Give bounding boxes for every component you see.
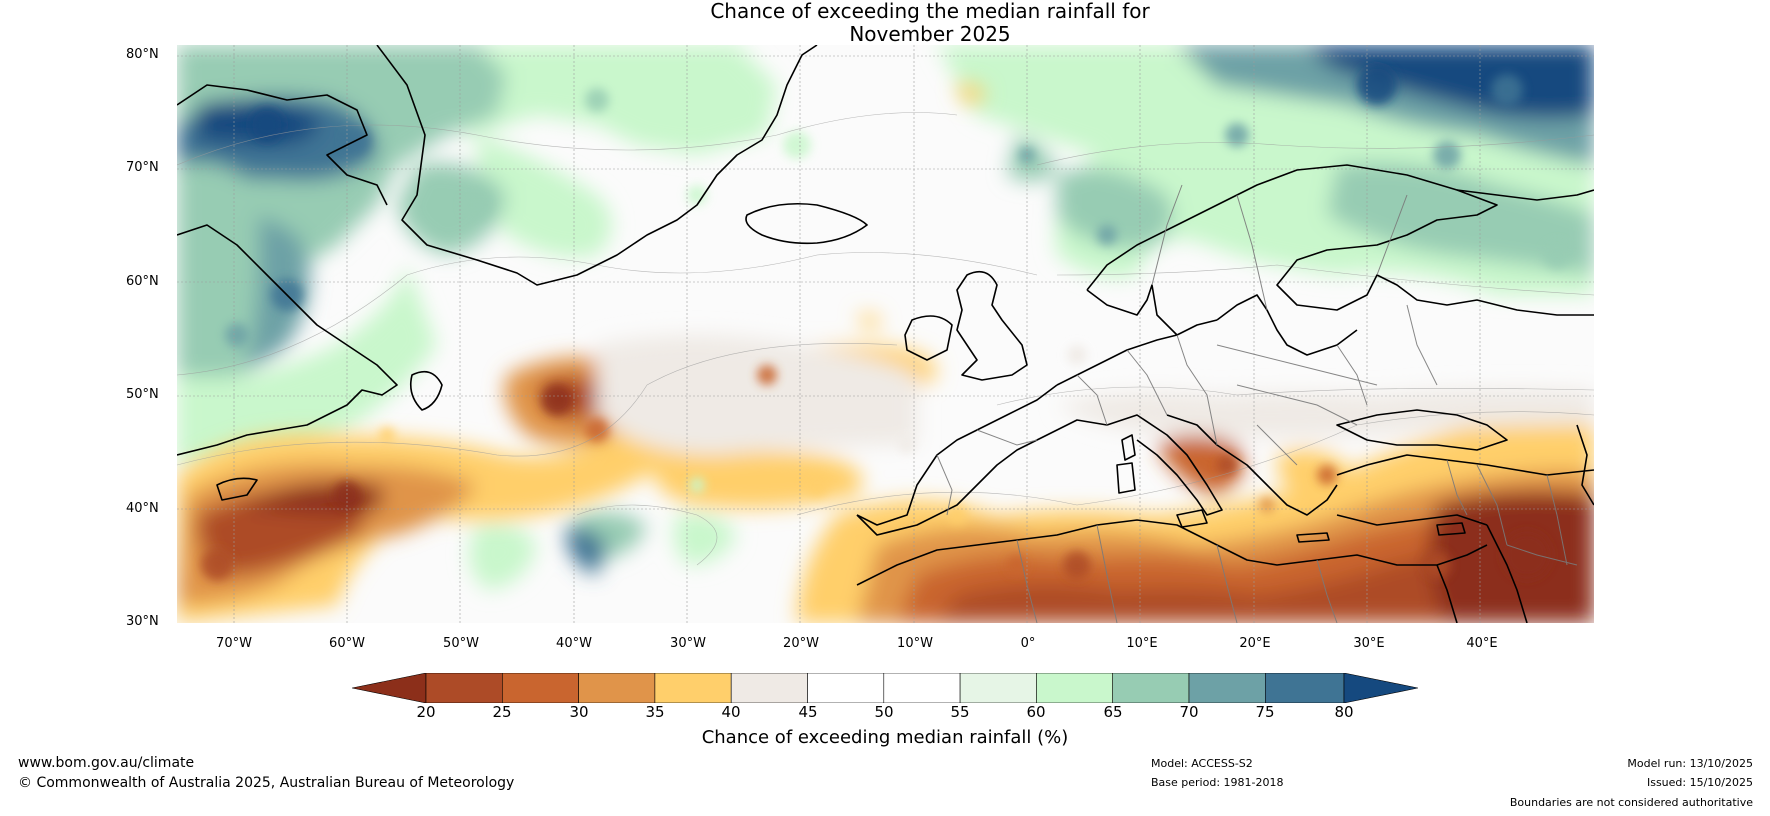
- lon-label-20e: 20°E: [1239, 636, 1271, 651]
- colorbar-label: Chance of exceeding median rainfall (%): [701, 727, 1069, 748]
- coast-iberia-south: [856, 419, 1108, 536]
- coast-balkans: [1166, 414, 1338, 516]
- country-borders: [936, 184, 1578, 623]
- colorbar-tick: 55: [950, 703, 970, 721]
- coast-north-africa: [856, 519, 1488, 586]
- colorbar-tick: 30: [569, 703, 589, 721]
- coast-crete: [1296, 532, 1330, 543]
- lon-label-70w: 70°W: [216, 636, 252, 651]
- footer-model-run: Model run: 13/10/2025: [1627, 757, 1753, 770]
- colorbar-swatch: [1036, 673, 1114, 703]
- colorbar-tick: 35: [645, 703, 665, 721]
- map-title-line-1: Chance of exceeding the median rainfall …: [710, 0, 1150, 23]
- colorbar-swatch: [654, 673, 732, 703]
- colorbar-extend-low: [352, 673, 427, 703]
- colorbar-swatch: [959, 673, 1037, 703]
- contour-lines: [177, 112, 1594, 566]
- coast-russia-arctic: [1456, 189, 1594, 201]
- lon-label-0: 0°: [1020, 636, 1036, 651]
- coast-scandinavia: [1086, 164, 1594, 316]
- colorbar-swatch: [578, 673, 656, 703]
- colorbar-swatch: [502, 673, 579, 703]
- lon-label-40e: 40°E: [1466, 636, 1498, 651]
- coast-greenland: [376, 45, 818, 286]
- colorbar: [352, 673, 1418, 703]
- coast-italy: [1106, 414, 1223, 516]
- coast-black-sea: [1336, 409, 1508, 451]
- lon-label-30w: 30°W: [670, 636, 706, 651]
- footer-base-period: Base period: 1981-2018: [1151, 776, 1284, 789]
- coast-france-iberia: [856, 384, 1058, 526]
- colorbar-tick: 40: [721, 703, 741, 721]
- colorbar-tick: 65: [1103, 703, 1123, 721]
- lon-label-10e: 10°E: [1126, 636, 1158, 651]
- colorbar-tick: 60: [1026, 703, 1046, 721]
- wet-anomaly-field: [177, 45, 1594, 590]
- lon-label-60w: 60°W: [329, 636, 365, 651]
- colorbar-swatch: [883, 673, 961, 703]
- colorbar-swatch: [807, 673, 885, 703]
- footer-website: www.bom.gov.au/climate: [18, 755, 195, 771]
- lon-label-10w: 10°W: [897, 636, 933, 651]
- lat-label-60n: 60°N: [126, 274, 159, 289]
- colorbar-swatch: [425, 673, 503, 703]
- lon-label-50w: 50°W: [443, 636, 479, 651]
- coast-great-britain: [956, 270, 1028, 381]
- colorbar-tick: 20: [416, 703, 436, 721]
- coast-sicily: [1176, 509, 1208, 528]
- lon-label-20w: 20°W: [783, 636, 819, 651]
- footer-issued: Issued: 15/10/2025: [1646, 776, 1753, 789]
- colorbar-extend-high: [1343, 673, 1418, 703]
- coast-newfoundland: [409, 370, 443, 411]
- lat-label-30n: 30°N: [126, 614, 159, 629]
- lon-label-40w: 40°W: [556, 636, 592, 651]
- colorbar-tick: 70: [1179, 703, 1199, 721]
- coast-levant: [1486, 524, 1528, 623]
- footer-copyright: © Commonwealth of Australia 2025, Austra…: [18, 775, 515, 791]
- colorbar-tick: 50: [874, 703, 894, 721]
- colorbar-tick: 45: [798, 703, 818, 721]
- rainfall-probability-map: [177, 45, 1594, 623]
- colorbar-tick: 80: [1334, 703, 1354, 721]
- lat-label-40n: 40°N: [126, 501, 159, 516]
- colorbar-swatch: [730, 673, 808, 703]
- lon-label-30e: 30°E: [1353, 636, 1385, 651]
- coast-ireland: [904, 315, 953, 361]
- colorbar-swatch: [1188, 673, 1266, 703]
- coast-cyprus: [1436, 522, 1466, 536]
- coast-red-sea: [1436, 564, 1458, 623]
- coast-turkey-south: [1336, 514, 1488, 526]
- footer-model: Model: ACCESS-S2: [1151, 757, 1253, 770]
- coast-baffin: [177, 84, 388, 206]
- colorbar-tick: 25: [492, 703, 512, 721]
- coast-baltic: [1216, 294, 1358, 356]
- footer-disclaimer: Boundaries are not considered authoritat…: [1509, 796, 1753, 809]
- map-title-line-2: November 2025: [849, 22, 1011, 46]
- coast-labrador: [177, 224, 398, 456]
- coast-turkey: [1336, 454, 1594, 476]
- coastlines: [177, 45, 1594, 623]
- lat-label-50n: 50°N: [126, 387, 159, 402]
- lat-label-70n: 70°N: [126, 160, 159, 175]
- coast-corsica: [1121, 434, 1136, 461]
- coast-europe-west: [1056, 334, 1178, 386]
- coast-caspian: [1576, 424, 1594, 506]
- coast-sardinia: [1116, 462, 1136, 494]
- lat-label-80n: 80°N: [126, 47, 159, 62]
- colorbar-tick: 75: [1255, 703, 1275, 721]
- coast-nova-scotia: [216, 477, 258, 501]
- colorbar-swatch: [1264, 673, 1345, 703]
- coast-iceland: [745, 202, 868, 245]
- colorbar-swatch: [1112, 673, 1190, 703]
